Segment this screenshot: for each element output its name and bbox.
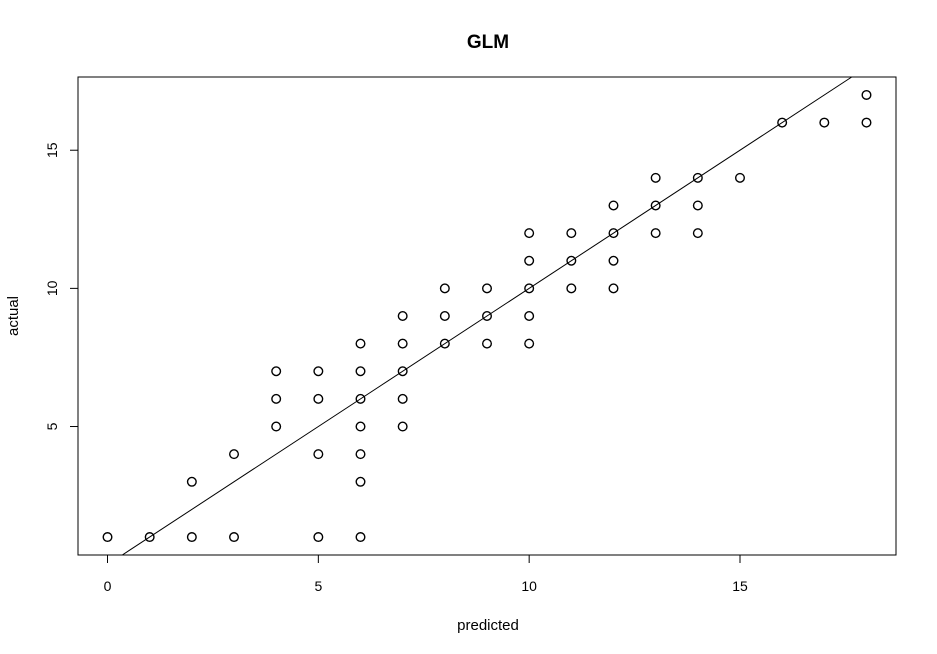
data-point	[524, 283, 535, 294]
data-point	[229, 449, 240, 460]
data-point	[102, 532, 113, 543]
data-point	[397, 366, 408, 377]
y-tick-label: 5	[44, 422, 60, 430]
data-point	[692, 228, 703, 239]
data-point	[819, 117, 830, 128]
data-point	[524, 228, 535, 239]
data-point	[524, 311, 535, 322]
data-point	[861, 89, 872, 100]
data-point	[355, 476, 366, 487]
data-point	[524, 255, 535, 266]
data-point	[186, 532, 197, 543]
y-tick-label: 10	[44, 280, 60, 296]
data-point	[313, 366, 324, 377]
data-point	[524, 338, 535, 349]
data-point	[650, 200, 661, 211]
data-point	[355, 421, 366, 432]
y-axis: 5 10 15	[44, 142, 79, 430]
chart-title: GLM	[467, 32, 509, 53]
data-point	[313, 449, 324, 460]
data-point	[650, 228, 661, 239]
data-point	[355, 532, 366, 543]
x-tick-label: 10	[521, 578, 537, 594]
data-point	[439, 283, 450, 294]
data-point	[397, 393, 408, 404]
data-point	[186, 476, 197, 487]
data-point	[734, 172, 745, 183]
x-axis-label: predicted	[457, 617, 519, 634]
data-point	[692, 200, 703, 211]
data-point	[439, 338, 450, 349]
data-point	[397, 421, 408, 432]
data-point	[313, 532, 324, 543]
data-point	[271, 366, 282, 377]
data-point	[229, 532, 240, 543]
data-point	[482, 283, 493, 294]
x-axis: 0 5 10 15	[104, 554, 748, 594]
x-tick-label: 5	[314, 578, 322, 594]
y-tick-label: 15	[44, 142, 60, 158]
data-point	[608, 228, 619, 239]
data-point	[566, 228, 577, 239]
data-point	[566, 283, 577, 294]
data-point	[397, 338, 408, 349]
data-point	[271, 421, 282, 432]
data-point	[482, 311, 493, 322]
data-point	[861, 117, 872, 128]
data-point	[355, 366, 366, 377]
data-point	[482, 338, 493, 349]
reference-line	[121, 76, 853, 556]
data-point	[355, 449, 366, 460]
data-point	[355, 338, 366, 349]
data-points	[102, 89, 872, 543]
data-point	[566, 255, 577, 266]
data-point	[355, 393, 366, 404]
data-point	[608, 200, 619, 211]
data-point	[608, 283, 619, 294]
data-point	[271, 393, 282, 404]
y-axis-label: actual	[5, 296, 22, 336]
x-tick-label: 15	[732, 578, 748, 594]
data-point	[608, 255, 619, 266]
x-tick-label: 0	[104, 578, 112, 594]
data-point	[692, 172, 703, 183]
data-point	[777, 117, 788, 128]
data-point	[397, 311, 408, 322]
data-point	[144, 532, 155, 543]
data-point	[650, 172, 661, 183]
data-point	[439, 311, 450, 322]
data-point	[313, 393, 324, 404]
